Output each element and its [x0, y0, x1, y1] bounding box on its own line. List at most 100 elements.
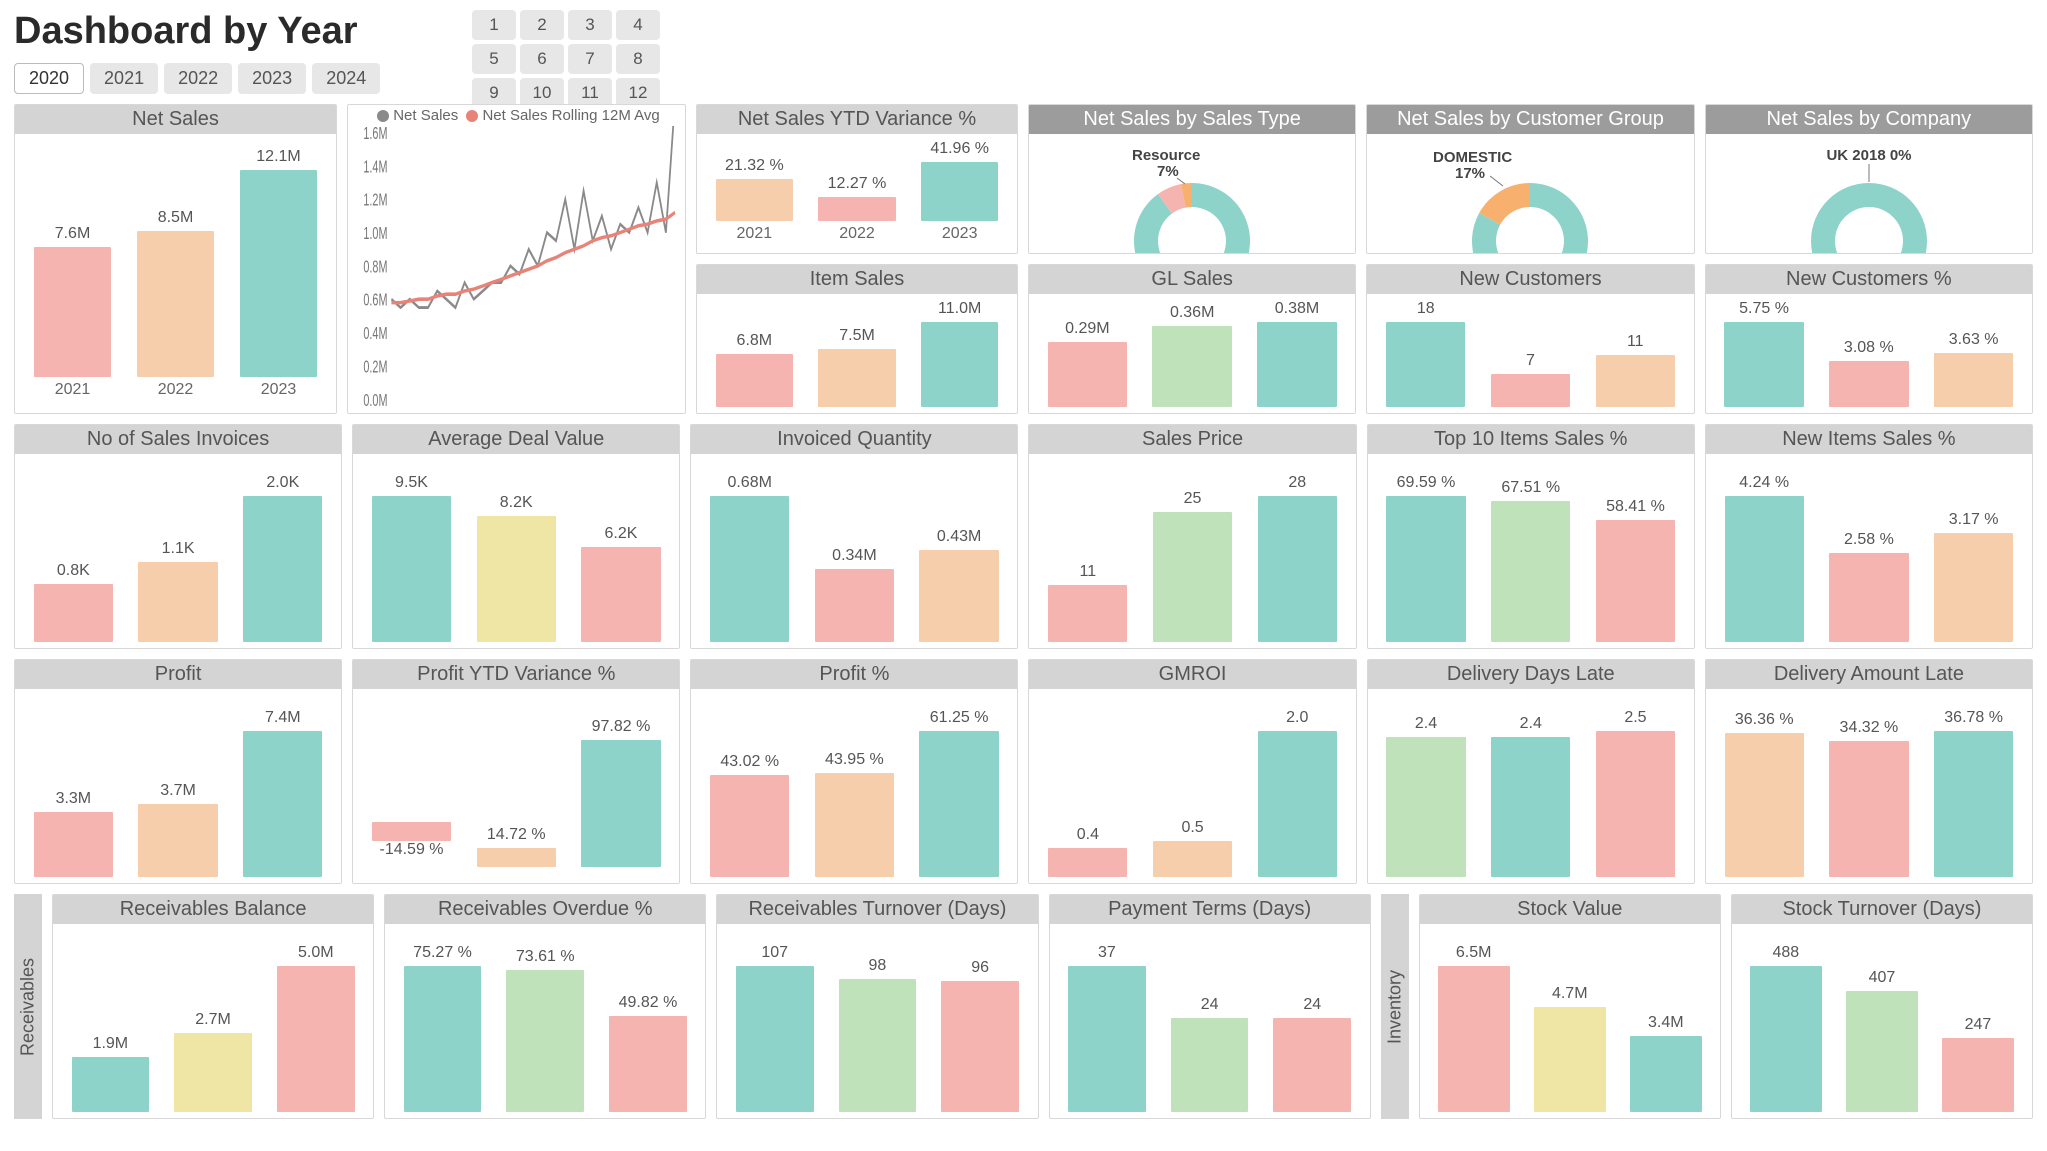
card-title: Top 10 Items Sales % — [1368, 425, 1694, 454]
month-button-1[interactable]: 1 — [472, 10, 516, 40]
bar: 0.43M — [911, 460, 1008, 642]
card-title: No of Sales Invoices — [15, 425, 341, 454]
bar-value-label: 34.32 % — [1840, 719, 1899, 737]
y-tick-label: 1.0M — [363, 225, 387, 244]
year-button-2021[interactable]: 2021 — [90, 63, 158, 94]
bar-rect — [1829, 361, 1908, 407]
bar-rect — [815, 773, 894, 877]
card-title: Payment Terms (Days) — [1050, 895, 1370, 924]
metric-card: Profit3.3M3.7M7.4M — [14, 659, 342, 884]
bar-rect — [137, 231, 215, 377]
bar-rect — [921, 322, 999, 407]
metric-card: Delivery Days Late2.42.42.5 — [1367, 659, 1695, 884]
donut-customer-group: Net Sales by Customer Group DOMESTIC17%F… — [1366, 104, 1694, 254]
donut-leader-line — [1177, 178, 1185, 184]
bar-rect — [1048, 585, 1127, 642]
bar-rect — [1171, 1018, 1249, 1112]
bar: 28 — [1249, 460, 1346, 642]
bar-value-label: 2.7M — [195, 1011, 231, 1029]
bar-rect — [1942, 1038, 2014, 1112]
bar: 0.36M — [1144, 300, 1241, 407]
bar-rect — [1153, 841, 1232, 877]
bar: 0.4 — [1039, 695, 1136, 877]
donut-label: DOMESTIC — [1433, 149, 1512, 166]
bar-value-label: 0.36M — [1170, 304, 1214, 322]
bar: 6.8M — [707, 300, 802, 407]
month-button-2[interactable]: 2 — [520, 10, 564, 40]
bar-rect — [1273, 1018, 1351, 1112]
y-tick-label: 0.8M — [363, 258, 387, 277]
year-button-2022[interactable]: 2022 — [164, 63, 232, 94]
bar-category: 2023 — [942, 225, 978, 243]
bar-value-label: 12.27 % — [828, 175, 887, 193]
donut-label: UK 2018 0% — [1826, 147, 1911, 164]
card-title: GMROI — [1029, 660, 1355, 689]
bar-rect — [243, 731, 322, 877]
bar: 21.32 %2021 — [707, 140, 802, 243]
bar-category: 2023 — [261, 381, 297, 399]
bar: 8.2K — [468, 460, 565, 642]
bar-rect — [240, 170, 318, 377]
year-button-2023[interactable]: 2023 — [238, 63, 306, 94]
bar-value-label: 96 — [971, 959, 989, 977]
bar: 0.68M — [701, 460, 798, 642]
bar-rect — [941, 981, 1019, 1112]
bar-value-label: 3.7M — [160, 782, 196, 800]
bar-rect — [716, 354, 794, 407]
bar: 0.5 — [1144, 695, 1241, 877]
month-button-7[interactable]: 7 — [568, 44, 612, 74]
bar: 7.4M — [234, 695, 331, 877]
metric-card: New Items Sales %4.24 %2.58 %3.17 % — [1705, 424, 2033, 649]
bar-value-label: 3.4M — [1648, 1014, 1684, 1032]
bar-value-label: 407 — [1869, 969, 1896, 987]
bar-rect — [34, 584, 113, 642]
metric-card: New Customers %5.75 %3.08 %3.63 % — [1705, 264, 2033, 414]
card-title: Average Deal Value — [353, 425, 679, 454]
bar-value-label: 0.38M — [1275, 300, 1319, 318]
bar-value-label: 6.5M — [1456, 944, 1492, 962]
bar-rect — [277, 966, 355, 1112]
year-button-2020[interactable]: 2020 — [14, 63, 84, 94]
bar-value-label: 2.4 — [1520, 715, 1542, 733]
donut-leader-line — [1490, 176, 1503, 186]
metric-card: Average Deal Value9.5K8.2K6.2K — [352, 424, 680, 649]
month-button-3[interactable]: 3 — [568, 10, 612, 40]
card-title: Profit % — [691, 660, 1017, 689]
bar-rect — [1491, 737, 1570, 877]
bar-rect — [34, 247, 112, 377]
bar: 1.1K — [130, 460, 227, 642]
bar: 14.72 % — [468, 695, 565, 877]
bar-rect — [736, 966, 814, 1112]
month-button-5[interactable]: 5 — [472, 44, 516, 74]
bar-rect — [138, 562, 217, 642]
bar-value-label: 3.3M — [56, 790, 92, 808]
metric-card: Receivables Turnover (Days)1079896 — [716, 894, 1038, 1119]
bar-rect — [1534, 1007, 1606, 1112]
y-tick-label: 0.6M — [363, 291, 387, 310]
month-button-6[interactable]: 6 — [520, 44, 564, 74]
month-button-8[interactable]: 8 — [616, 44, 660, 74]
bar-value-label: 2.58 % — [1844, 531, 1894, 549]
bar: 9.5K — [363, 460, 460, 642]
card-title: Net Sales by Sales Type — [1029, 105, 1355, 134]
month-button-4[interactable]: 4 — [616, 10, 660, 40]
year-button-2024[interactable]: 2024 — [312, 63, 380, 94]
line-chart-card: Net Sales Net Sales Rolling 12M Avg 1.6M… — [347, 104, 686, 414]
metric-card: Profit %43.02 %43.95 %61.25 % — [690, 659, 1018, 884]
bar-value-label: 36.36 % — [1735, 711, 1794, 729]
metric-card: Top 10 Items Sales %69.59 %67.51 %58.41 … — [1367, 424, 1695, 649]
bar: 0.34M — [806, 460, 903, 642]
bar-category: 2022 — [158, 381, 194, 399]
bar: 49.82 % — [601, 930, 696, 1112]
bar-value-label: 1.1K — [162, 540, 195, 558]
bar-rect — [1258, 496, 1337, 642]
bar-rect — [1258, 731, 1337, 877]
bar: 18 — [1377, 300, 1474, 407]
bar-value-label: 7.4M — [265, 709, 301, 727]
inventory-label: Inventory — [1381, 894, 1409, 1119]
bar: 407 — [1838, 930, 1926, 1112]
bar: 2.4 — [1482, 695, 1579, 877]
bar-value-label: 98 — [869, 957, 887, 975]
bar-rect — [34, 812, 113, 877]
bar-rect — [1386, 737, 1465, 877]
